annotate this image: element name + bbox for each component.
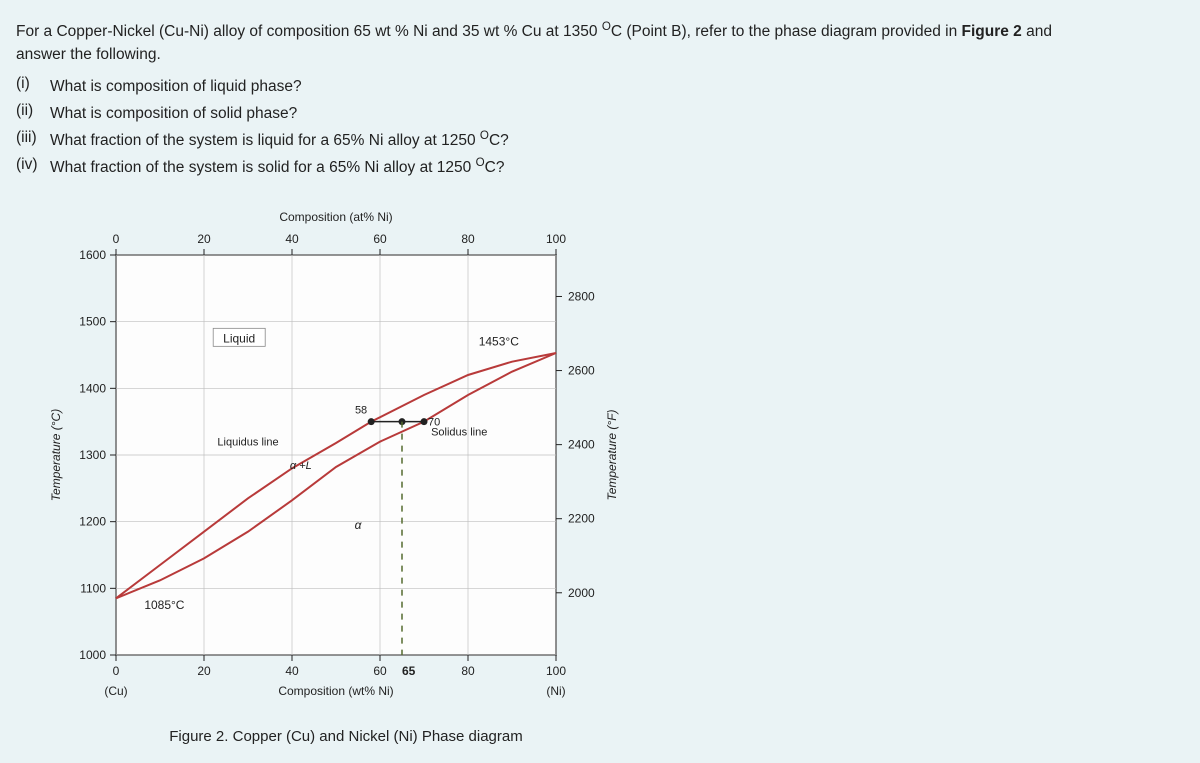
question-list: (i) What is composition of liquid phase?… [16,75,1184,178]
svg-text:65: 65 [402,664,416,678]
question-text: What is composition of solid phase? [50,102,297,123]
svg-text:60: 60 [373,664,387,678]
question-text: What is composition of liquid phase? [50,75,302,96]
intro-line1-sup: O [602,20,611,33]
question-row: (iv) What fraction of the system is soli… [16,156,1184,177]
svg-text:0: 0 [113,232,120,246]
figure-caption: Figure 2. Copper (Cu) and Nickel (Ni) Ph… [26,728,666,745]
svg-text:α: α [355,518,363,532]
intro-line1-pre: For a Copper-Nickel (Cu-Ni) alloy of com… [16,23,602,40]
svg-text:(Cu): (Cu) [104,684,127,698]
question-row: (iii) What fraction of the system is liq… [16,129,1184,150]
intro-line2: answer the following. [16,46,161,63]
question-number: (ii) [16,102,50,123]
svg-text:Liquidus line: Liquidus line [217,437,278,449]
svg-text:1300: 1300 [79,448,106,462]
svg-text:1453°C: 1453°C [479,335,519,349]
intro-figure-ref: Figure 2 [962,23,1022,40]
svg-text:80: 80 [461,664,475,678]
phase-diagram: 0 20 40 60 80 100 Composition (at% Ni) 0 20 40 60 8… [26,195,666,715]
svg-text:100: 100 [546,232,566,246]
svg-text:1600: 1600 [79,248,106,262]
svg-text:40: 40 [285,664,299,678]
svg-text:1500: 1500 [79,315,106,329]
svg-text:2400: 2400 [568,438,595,452]
svg-text:60: 60 [373,232,387,246]
question-row: (ii) What is composition of solid phase? [16,102,1184,123]
svg-text:1100: 1100 [80,582,106,596]
intro-paragraph: For a Copper-Nickel (Cu-Ni) alloy of com… [16,18,1184,67]
svg-text:Temperature (°C): Temperature (°C) [49,409,63,501]
question-row: (i) What is composition of liquid phase? [16,75,1184,96]
svg-text:(Ni): (Ni) [546,684,565,698]
svg-text:58: 58 [355,405,367,417]
question-text: What fraction of the system is liquid fo… [50,129,509,150]
svg-text:20: 20 [197,664,211,678]
svg-text:Composition (wt% Ni): Composition (wt% Ni) [278,684,393,698]
intro-line1-end: and [1022,23,1052,40]
svg-text:80: 80 [461,232,475,246]
svg-text:Solidus line: Solidus line [431,427,487,439]
svg-text:2200: 2200 [568,512,595,526]
svg-text:100: 100 [546,664,566,678]
svg-text:1085°C: 1085°C [144,598,184,612]
svg-text:1400: 1400 [79,382,106,396]
svg-text:α +L: α +L [290,460,312,472]
intro-line1-post: C (Point B), refer to the phase diagram … [611,23,962,40]
svg-text:Composition (at% Ni): Composition (at% Ni) [279,210,392,224]
question-number: (i) [16,75,50,96]
question-number: (iv) [16,156,50,177]
figure-container: 0 20 40 60 80 100 Composition (at% Ni) 0 20 40 60 8… [26,195,666,745]
svg-text:2600: 2600 [568,364,595,378]
question-number: (iii) [16,129,50,150]
question-text: What fraction of the system is solid for… [50,156,504,177]
svg-text:Liquid: Liquid [223,332,255,346]
svg-text:40: 40 [285,232,299,246]
svg-text:Temperature (°F): Temperature (°F) [605,410,619,501]
svg-text:0: 0 [113,664,120,678]
svg-text:1200: 1200 [79,515,106,529]
svg-text:1000: 1000 [79,648,106,662]
svg-text:2800: 2800 [568,290,595,304]
svg-text:20: 20 [197,232,211,246]
svg-text:2000: 2000 [568,586,595,600]
